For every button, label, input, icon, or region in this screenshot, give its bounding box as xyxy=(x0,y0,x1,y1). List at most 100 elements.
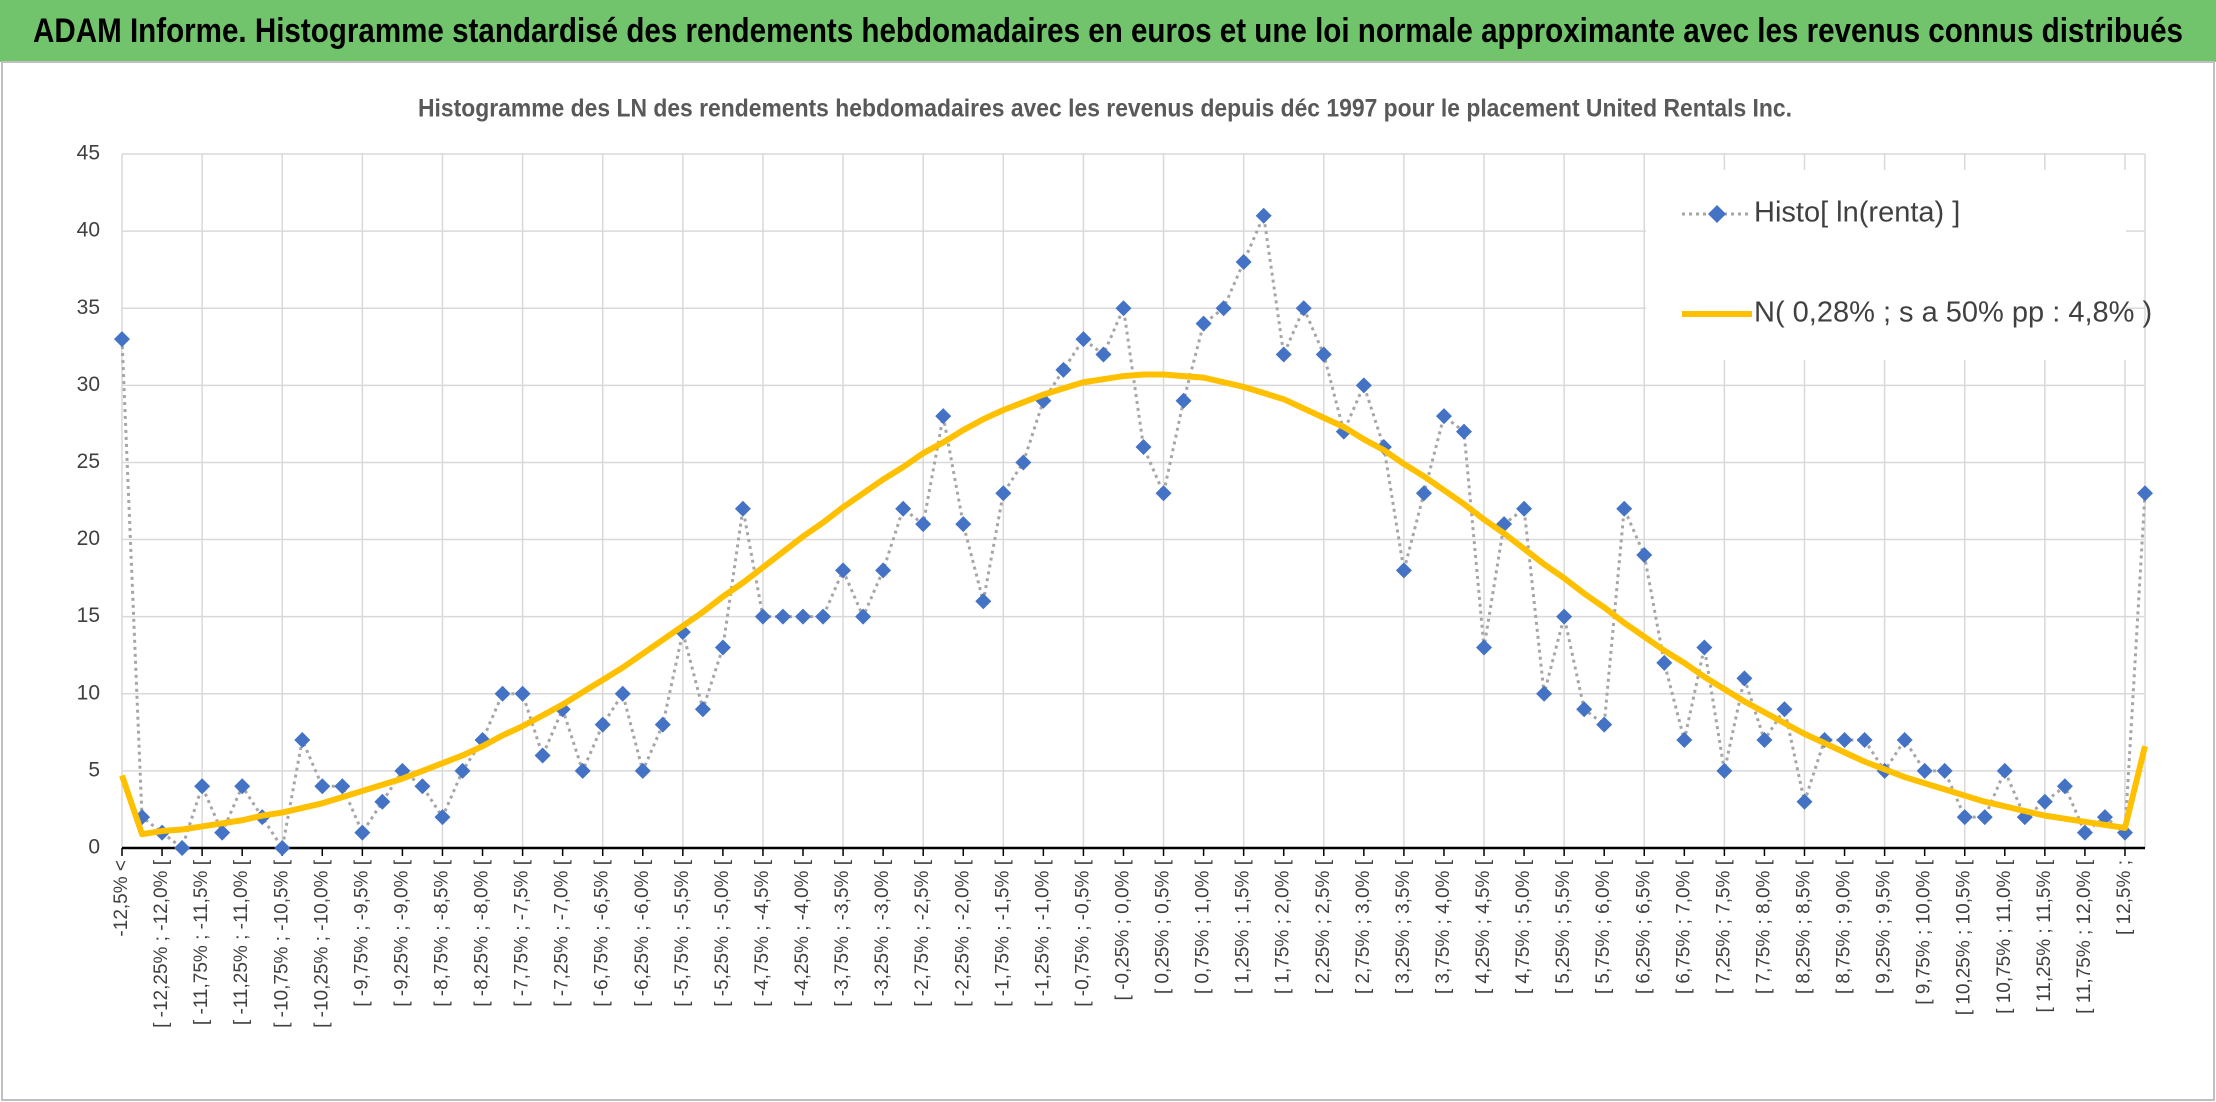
data-marker xyxy=(815,608,832,625)
data-marker xyxy=(1295,300,1312,317)
x-tick-label: [ 7,75% ; 8,0% [ xyxy=(1753,859,1774,994)
x-tick-label: [ -2,75% ; -2,5% [ xyxy=(912,859,933,1007)
data-marker xyxy=(774,608,791,625)
y-tick-label: 20 xyxy=(77,527,100,550)
data-marker xyxy=(1616,500,1633,517)
data-marker xyxy=(634,762,651,779)
y-tick-label: 5 xyxy=(88,758,100,781)
data-marker xyxy=(1716,762,1733,779)
data-marker xyxy=(274,840,291,856)
x-tick-label: [ -12,25% ; -12,0% [ xyxy=(151,859,172,1028)
x-tick-label: [ 5,25% ; 5,5% [ xyxy=(1553,859,1574,994)
y-tick-label: 45 xyxy=(77,142,100,165)
data-marker xyxy=(855,608,872,625)
data-marker xyxy=(294,732,311,749)
x-tick-label: [ 0,75% ; 1,0% [ xyxy=(1193,859,1214,994)
data-marker xyxy=(1696,639,1713,656)
data-marker xyxy=(214,824,231,841)
data-marker xyxy=(1255,207,1272,224)
data-marker xyxy=(1355,377,1372,394)
data-marker xyxy=(734,500,751,517)
y-tick-label: 0 xyxy=(88,836,100,859)
x-tick-label: [ -3,25% ; -3,0% [ xyxy=(872,859,893,1007)
data-marker xyxy=(1736,670,1753,687)
data-marker xyxy=(1435,408,1452,425)
x-tick-label: [ -2,25% ; -2,0% [ xyxy=(952,859,973,1007)
x-tick-label: [ 2,75% ; 3,0% [ xyxy=(1353,859,1374,994)
data-marker xyxy=(1596,716,1613,733)
x-tick-label: [ 10,25% ; 10,5% [ xyxy=(1954,859,1975,1015)
data-marker xyxy=(1476,639,1493,656)
x-tick-label: [ -4,25% ; -4,0% [ xyxy=(792,859,813,1007)
data-marker xyxy=(714,639,731,656)
x-tick-label: [ -8,25% ; -8,0% [ xyxy=(472,859,493,1007)
data-marker xyxy=(534,747,551,764)
x-tick-label: [ 3,75% ; 4,0% [ xyxy=(1433,859,1454,994)
data-marker xyxy=(1556,608,1573,625)
data-marker xyxy=(1075,331,1092,348)
data-marker xyxy=(875,562,892,579)
x-tick-label: [ -8,75% ; -8,5% [ xyxy=(431,859,452,1007)
x-tick-label: [ 1,25% ; 1,5% [ xyxy=(1233,859,1254,994)
data-marker xyxy=(1175,392,1192,409)
data-marker xyxy=(795,608,812,625)
legend-label: N( 0,28% ; s a 50% pp : 4,8% ) xyxy=(1754,297,2152,329)
data-marker xyxy=(194,778,211,795)
data-marker xyxy=(1676,732,1693,749)
data-marker xyxy=(114,331,130,348)
page-title: ADAM Informe. Histogramme standardisé de… xyxy=(33,12,2183,50)
data-marker xyxy=(1455,423,1472,440)
data-marker xyxy=(1996,762,2013,779)
data-marker xyxy=(354,824,371,841)
x-tick-label: [ 8,25% ; 8,5% [ xyxy=(1794,859,1815,994)
data-marker xyxy=(1976,809,1993,826)
data-marker xyxy=(574,762,591,779)
data-marker xyxy=(915,516,932,533)
x-tick-label: [ -9,75% ; -9,5% [ xyxy=(351,859,372,1007)
data-marker xyxy=(975,593,992,610)
data-marker xyxy=(1015,454,1032,471)
data-marker xyxy=(835,562,852,579)
x-tick-label: [ 11,25% ; 11,5% [ xyxy=(2034,859,2055,1012)
data-marker xyxy=(494,685,511,702)
data-marker xyxy=(1896,732,1913,749)
data-marker xyxy=(1936,762,1953,779)
x-tick-label: [ -7,75% ; -7,5% [ xyxy=(512,859,533,1007)
histogram-line xyxy=(120,214,2147,850)
data-marker xyxy=(1135,439,1152,456)
data-marker xyxy=(694,701,711,718)
x-tick-label: [ 0,25% ; 0,5% [ xyxy=(1153,859,1174,994)
y-tick-label: 10 xyxy=(77,681,100,704)
legend-marker xyxy=(1708,205,1726,223)
normal-curve xyxy=(119,371,2148,838)
data-marker xyxy=(1395,562,1412,579)
legend-label: Histo[ ln(renta) ] xyxy=(1754,197,1960,229)
data-marker xyxy=(1636,546,1653,563)
data-marker xyxy=(594,716,611,733)
x-tick-label: [ -11,25% ; -11,0% [ xyxy=(231,859,252,1025)
data-marker xyxy=(614,685,631,702)
data-marker xyxy=(1095,346,1112,363)
data-marker xyxy=(374,793,391,810)
data-marker xyxy=(1315,346,1332,363)
title-bar xyxy=(0,0,2216,62)
x-tick-label: [ 1,75% ; 2,0% [ xyxy=(1273,859,1294,994)
legend-box xyxy=(1646,170,2126,360)
data-marker xyxy=(1516,500,1533,517)
x-tick-label: -12,5% < xyxy=(111,860,132,937)
y-tick-label: 40 xyxy=(77,219,100,242)
data-marker xyxy=(1836,732,1853,749)
data-marker xyxy=(654,716,671,733)
data-marker xyxy=(1956,809,1973,826)
data-marker xyxy=(2137,485,2153,502)
data-marker xyxy=(1776,701,1793,718)
data-marker xyxy=(514,685,531,702)
data-marker xyxy=(334,778,351,795)
x-tick-label: [ 9,75% ; 10,0% [ xyxy=(1914,859,1935,1004)
data-marker xyxy=(1215,300,1232,317)
x-tick-label: [ 2,25% ; 2,5% [ xyxy=(1313,859,1334,994)
chart-title: Histogramme des LN des rendements hebdom… xyxy=(418,95,1792,123)
x-tick-label: [ 11,75% ; 12,0% [ xyxy=(2074,859,2095,1014)
x-tick-label: [ 12,5% ; xyxy=(2114,860,2135,935)
x-tick-label: [ -0,25% ; 0,0% [ xyxy=(1113,859,1134,1000)
